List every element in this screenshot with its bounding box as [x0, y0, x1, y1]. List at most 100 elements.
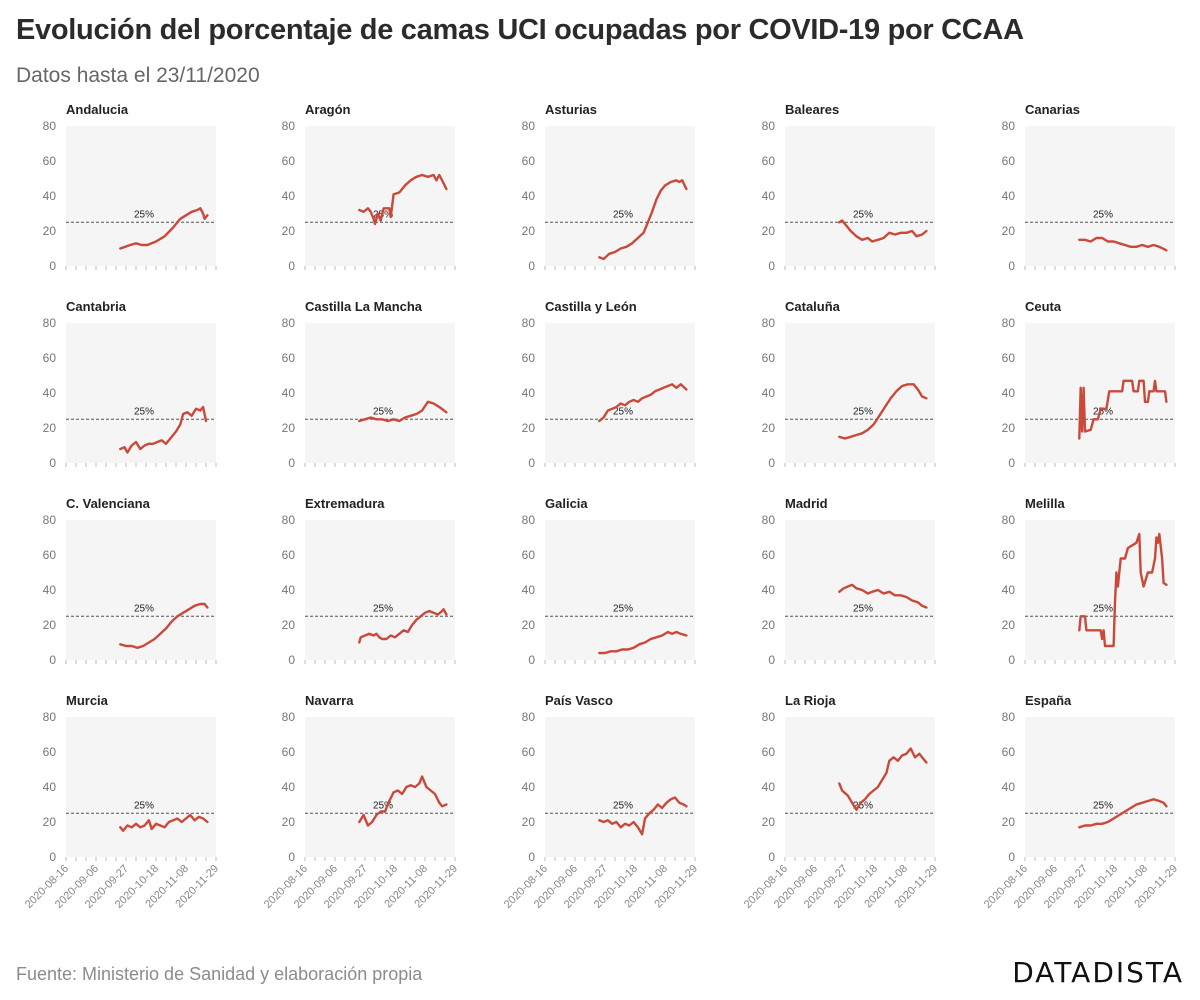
y-tick-label: 80 — [1002, 119, 1016, 133]
panel-murcia: Murcia0204060802020-08-162020-09-062020-… — [23, 693, 221, 911]
panel-background — [1025, 323, 1175, 463]
panel-title: Ceuta — [1025, 299, 1062, 314]
y-tick-label: 0 — [1008, 456, 1015, 470]
y-tick-label: 60 — [282, 548, 296, 562]
panel-andalucia: Andalucia 0 20 40 60 80 25% — [43, 102, 217, 273]
y-tick-label: 40 — [522, 583, 536, 597]
reference-label: 25% — [613, 209, 633, 220]
panel-background — [785, 126, 935, 266]
reference-label: 25% — [853, 209, 873, 220]
panel-title: Navarra — [305, 693, 354, 708]
y-tick-label: 60 — [1002, 548, 1016, 562]
y-tick-label: 40 — [522, 386, 536, 400]
panel-title: Aragón — [305, 102, 351, 117]
reference-label: 25% — [373, 800, 393, 811]
y-tick-label: 60 — [282, 745, 296, 759]
y-tick-label: 80 — [1002, 316, 1016, 330]
series-line — [119, 602, 209, 649]
reference-label: 25% — [134, 209, 154, 220]
y-tick-label: 60 — [522, 154, 536, 168]
panel-canarias: Canarias 0 20 40 60 80 25% — [1002, 102, 1176, 273]
y-tick-label: 60 — [43, 548, 57, 562]
y-tick-label: 0 — [1008, 653, 1015, 667]
y-tick-label: 40 — [762, 386, 776, 400]
y-tick-label: 40 — [762, 780, 776, 794]
panel-background — [305, 323, 455, 463]
y-tick-label: 40 — [282, 189, 296, 203]
y-tick-label: 40 — [282, 583, 296, 597]
y-tick-label: 20 — [1002, 618, 1016, 632]
y-tick-label: 60 — [1002, 351, 1016, 365]
panel-galicia: Galicia 0 20 40 60 80 25% — [522, 496, 696, 667]
panel-title: Galicia — [545, 496, 588, 511]
panel-madrid: Madrid 0 20 40 60 80 25% — [762, 496, 936, 667]
series-line — [358, 400, 448, 423]
series-line — [1078, 532, 1168, 648]
reference-label: 25% — [1093, 209, 1113, 220]
y-tick-label: 0 — [528, 850, 535, 864]
series-line — [838, 383, 928, 440]
panel-background — [66, 323, 216, 463]
y-tick-label: 80 — [762, 513, 776, 527]
panel-title: Andalucia — [66, 102, 129, 117]
panel-title: Asturias — [545, 102, 597, 117]
y-tick-label: 0 — [528, 259, 535, 273]
panel-title: Baleares — [785, 102, 839, 117]
y-tick-label: 80 — [43, 513, 57, 527]
y-tick-label: 40 — [522, 780, 536, 794]
panel-background — [785, 717, 935, 857]
y-tick-label: 0 — [528, 456, 535, 470]
series-line — [119, 813, 209, 832]
panel-background — [66, 126, 216, 266]
y-tick-label: 20 — [522, 815, 536, 829]
y-tick-label: 80 — [282, 710, 296, 724]
y-tick-label: 0 — [768, 850, 775, 864]
series-line — [1078, 236, 1168, 252]
reference-label: 25% — [1093, 800, 1113, 811]
y-tick-label: 60 — [1002, 154, 1016, 168]
y-tick-label: 80 — [282, 316, 296, 330]
panel-background — [1025, 126, 1175, 266]
reference-label: 25% — [853, 406, 873, 417]
y-tick-label: 60 — [522, 548, 536, 562]
y-tick-label: 60 — [762, 548, 776, 562]
y-tick-label: 80 — [1002, 513, 1016, 527]
series-line — [1078, 798, 1168, 829]
reference-label: 25% — [373, 603, 393, 614]
panel-title: Melilla — [1025, 496, 1066, 511]
y-tick-label: 0 — [288, 653, 295, 667]
y-tick-label: 20 — [1002, 224, 1016, 238]
series-line — [838, 219, 928, 243]
y-tick-label: 40 — [522, 189, 536, 203]
chart-title: Evolución del porcentaje de camas UCI oc… — [16, 14, 1024, 46]
y-tick-label: 60 — [762, 351, 776, 365]
reference-label: 25% — [134, 406, 154, 417]
y-tick-label: 80 — [282, 119, 296, 133]
reference-label: 25% — [613, 406, 633, 417]
y-tick-label: 80 — [1002, 710, 1016, 724]
panel-background — [545, 520, 695, 660]
y-tick-label: 60 — [762, 154, 776, 168]
reference-label: 25% — [134, 800, 154, 811]
source-note: Fuente: Ministerio de Sanidad y elaborac… — [16, 964, 423, 984]
y-tick-label: 0 — [288, 850, 295, 864]
panel-espana: España0204060802020-08-162020-09-062020-… — [982, 693, 1180, 911]
y-tick-label: 40 — [1002, 386, 1016, 400]
y-tick-label: 0 — [1008, 850, 1015, 864]
y-tick-label: 40 — [762, 189, 776, 203]
panel-title: Madrid — [785, 496, 828, 511]
y-tick-label: 80 — [522, 710, 536, 724]
y-tick-label: 0 — [49, 850, 56, 864]
brand-logo: DATADISTA — [1012, 956, 1184, 989]
panel-title: La Rioja — [785, 693, 836, 708]
series-line — [358, 608, 448, 644]
panel-title: España — [1025, 693, 1072, 708]
y-tick-label: 20 — [282, 618, 296, 632]
y-tick-label: 80 — [43, 316, 57, 330]
y-tick-label: 40 — [43, 583, 57, 597]
y-tick-label: 40 — [43, 386, 57, 400]
y-tick-label: 60 — [522, 745, 536, 759]
panel-background — [1025, 717, 1175, 857]
series-line — [598, 630, 688, 655]
series-line — [598, 179, 688, 261]
